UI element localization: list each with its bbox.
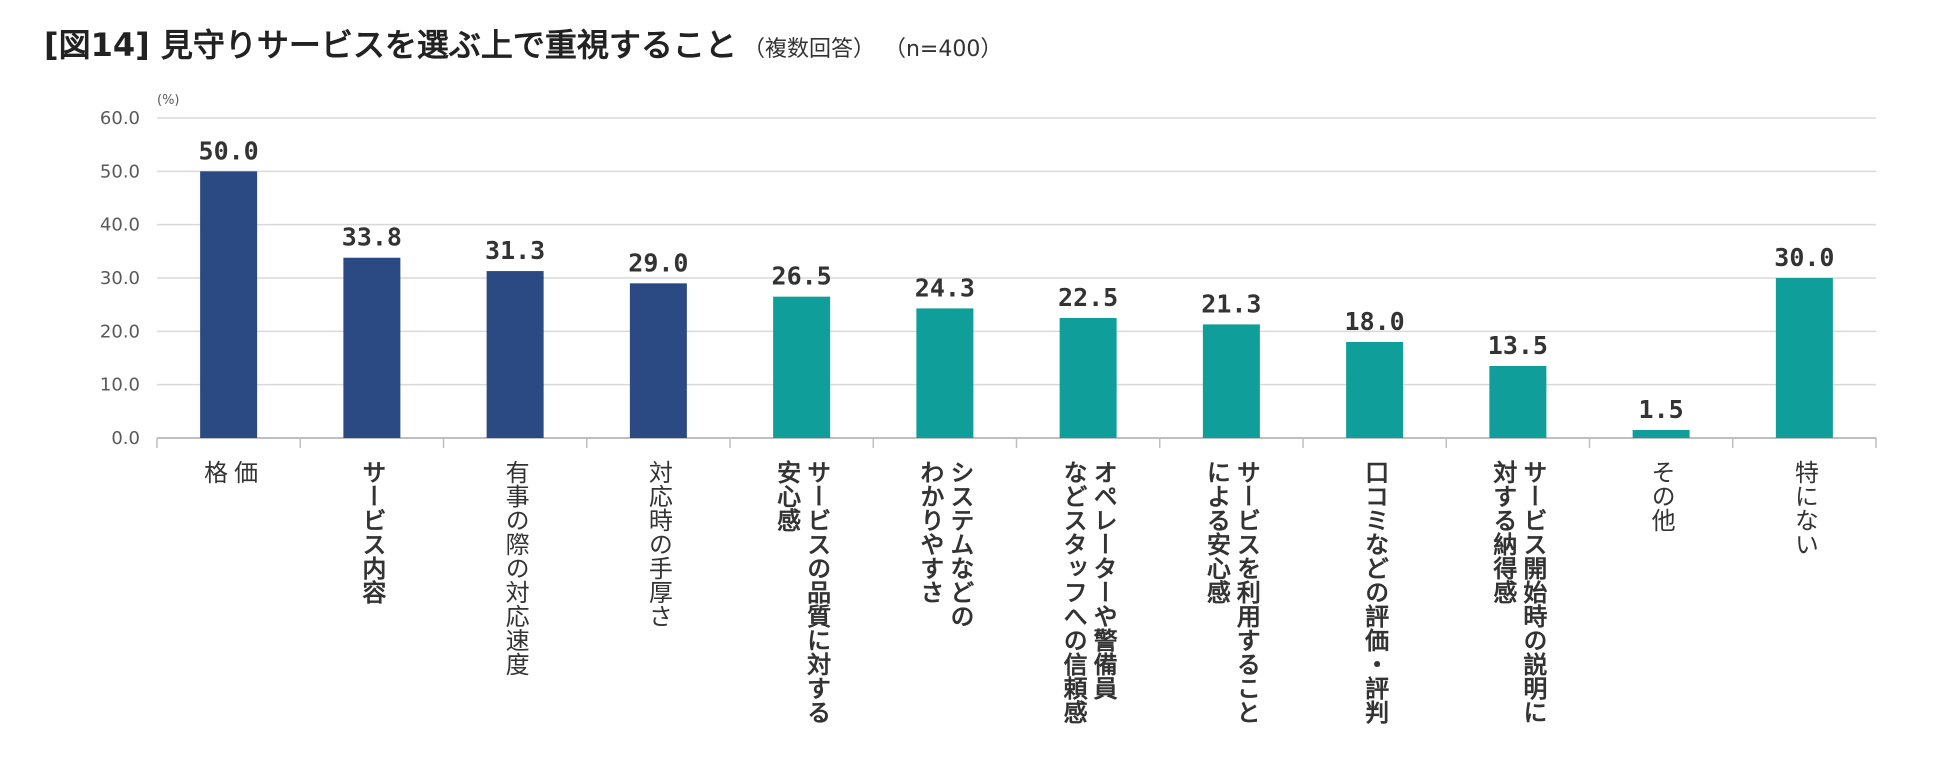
category-label: サービス内容 xyxy=(358,460,386,604)
category-label: 対応時の手厚さ xyxy=(644,460,672,628)
y-tick-label: 10.0 xyxy=(100,375,140,396)
data-label: 31.3 xyxy=(485,236,545,265)
chart-sample-size: （n=400） xyxy=(894,37,1003,62)
y-tick-label: 20.0 xyxy=(100,321,140,342)
category-label: システムなどの xyxy=(946,460,974,628)
category-label: サービスの品質に対する xyxy=(803,460,831,724)
bar xyxy=(486,271,544,438)
data-label: 1.5 xyxy=(1639,395,1684,424)
category-label: サービス開始時の説明に xyxy=(1519,460,1547,724)
bar xyxy=(1202,324,1260,438)
y-tick-label: 50.0 xyxy=(100,161,140,182)
data-label: 50.0 xyxy=(199,136,259,165)
category-label: 有事の際の対応速度 xyxy=(501,460,529,676)
category-label: 口コミなどの評価・評判 xyxy=(1361,460,1390,725)
category-label: 安心感 xyxy=(773,459,801,532)
category-label: オペレーターや警備員 xyxy=(1089,460,1118,701)
bar xyxy=(629,283,687,438)
bar xyxy=(916,308,974,438)
y-axis-unit: (%) xyxy=(157,93,180,108)
category-label: 価 xyxy=(230,460,258,484)
data-label: 30.0 xyxy=(1774,243,1834,272)
chart-title-sub: （複数回答） xyxy=(742,37,875,62)
category-label: 対する納得感 xyxy=(1489,460,1518,604)
category-label: などスタッフへの信頼感 xyxy=(1059,460,1087,724)
category-label: わかりやすさ xyxy=(916,460,944,604)
data-label: 21.3 xyxy=(1201,289,1261,318)
category-label: 格 xyxy=(200,460,228,484)
chart-title: [図14] 見守りサービスを選ぶ上で重視すること （複数回答） （n=400） xyxy=(44,20,1002,66)
bar xyxy=(1775,278,1833,438)
data-label: 24.3 xyxy=(915,273,975,302)
data-label: 18.0 xyxy=(1345,307,1405,336)
data-label: 22.5 xyxy=(1058,283,1118,312)
bar xyxy=(343,257,401,438)
category-label: 特にない xyxy=(1790,460,1818,556)
y-tick-label: 0.0 xyxy=(111,428,140,449)
data-label: 33.8 xyxy=(342,223,402,252)
y-tick-label: 40.0 xyxy=(100,215,140,236)
chart-title-main: [図14] 見守りサービスを選ぶ上で重視すること xyxy=(44,26,737,64)
data-label: 29.0 xyxy=(628,248,688,277)
bar xyxy=(1059,318,1117,438)
y-tick-label: 60.0 xyxy=(100,108,140,129)
category-label: その他 xyxy=(1647,460,1675,532)
data-label: 13.5 xyxy=(1488,331,1548,360)
bar xyxy=(773,296,831,438)
data-label: 26.5 xyxy=(772,262,832,291)
bar xyxy=(200,171,258,439)
bar xyxy=(1346,342,1404,438)
bar xyxy=(1489,366,1547,438)
category-label: による安心感 xyxy=(1202,460,1230,604)
category-label: サービスを利用すること xyxy=(1232,460,1260,724)
y-tick-label: 30.0 xyxy=(100,268,140,289)
bar xyxy=(1632,430,1690,438)
